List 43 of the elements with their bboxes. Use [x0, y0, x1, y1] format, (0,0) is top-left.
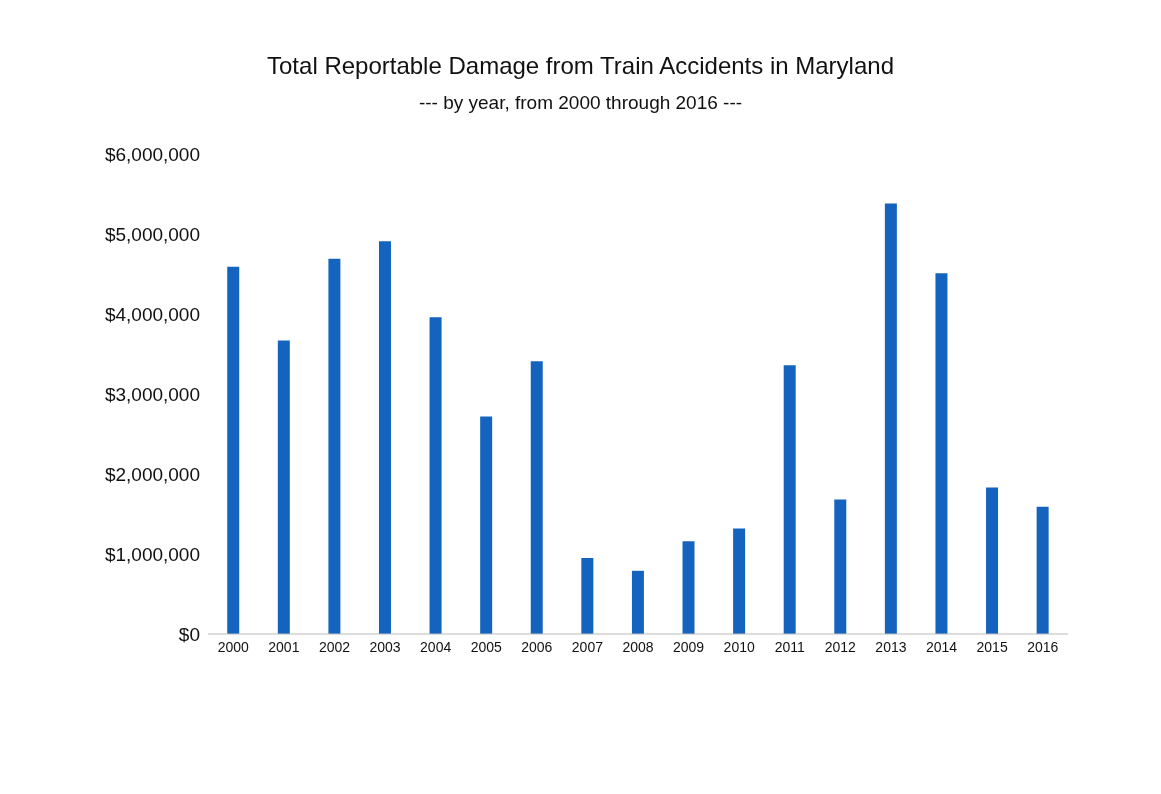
bar	[227, 266, 240, 634]
bar	[480, 416, 493, 634]
x-tick-label: 2007	[571, 638, 604, 655]
y-tick-label: $6,000,000	[104, 143, 200, 165]
bar	[581, 558, 594, 634]
bar	[631, 570, 644, 634]
x-tick-label: 2006	[521, 638, 553, 655]
bar	[682, 541, 695, 634]
y-tick-label: $0	[178, 623, 200, 645]
x-tick-label: 2011	[774, 638, 806, 655]
bar	[1036, 506, 1049, 634]
x-tick-label: 2000	[217, 638, 250, 655]
x-tick-label: 2003	[369, 638, 401, 655]
x-tick-label: 2010	[723, 638, 755, 655]
bar	[530, 361, 543, 634]
y-tick-label: $2,000,000	[104, 463, 200, 485]
x-tick-label: 2008	[622, 638, 654, 655]
y-tick-label: $3,000,000	[104, 383, 200, 405]
bar	[733, 528, 746, 634]
x-tick-label: 2002	[318, 638, 351, 655]
x-tick-label: 2001	[268, 638, 300, 655]
x-tick-label: 2013	[875, 638, 907, 655]
y-tick-label: $1,000,000	[104, 543, 200, 565]
bar	[935, 273, 948, 634]
x-tick-label: 2012	[824, 638, 857, 655]
bar	[783, 365, 796, 634]
x-tick-label: 2014	[925, 638, 958, 655]
bar	[986, 487, 999, 634]
bar	[277, 340, 290, 634]
bar	[884, 203, 897, 634]
bar	[378, 241, 391, 634]
bar	[834, 499, 847, 634]
chart-subtitle: --- by year, from 2000 through 2016 ---	[417, 92, 744, 114]
bar	[328, 258, 341, 634]
y-tick-label: $4,000,000	[104, 303, 200, 325]
x-tick-label: 2005	[470, 638, 503, 655]
chart-title: Total Reportable Damage from Train Accidents in Maryland	[266, 51, 895, 80]
x-tick-label: 2004	[420, 638, 452, 655]
y-tick-label: $5,000,000	[104, 223, 200, 245]
bar	[429, 317, 442, 634]
x-tick-label: 2016	[1027, 638, 1059, 655]
x-tick-label: 2009	[673, 638, 705, 655]
x-tick-label: 2015	[976, 638, 1008, 655]
